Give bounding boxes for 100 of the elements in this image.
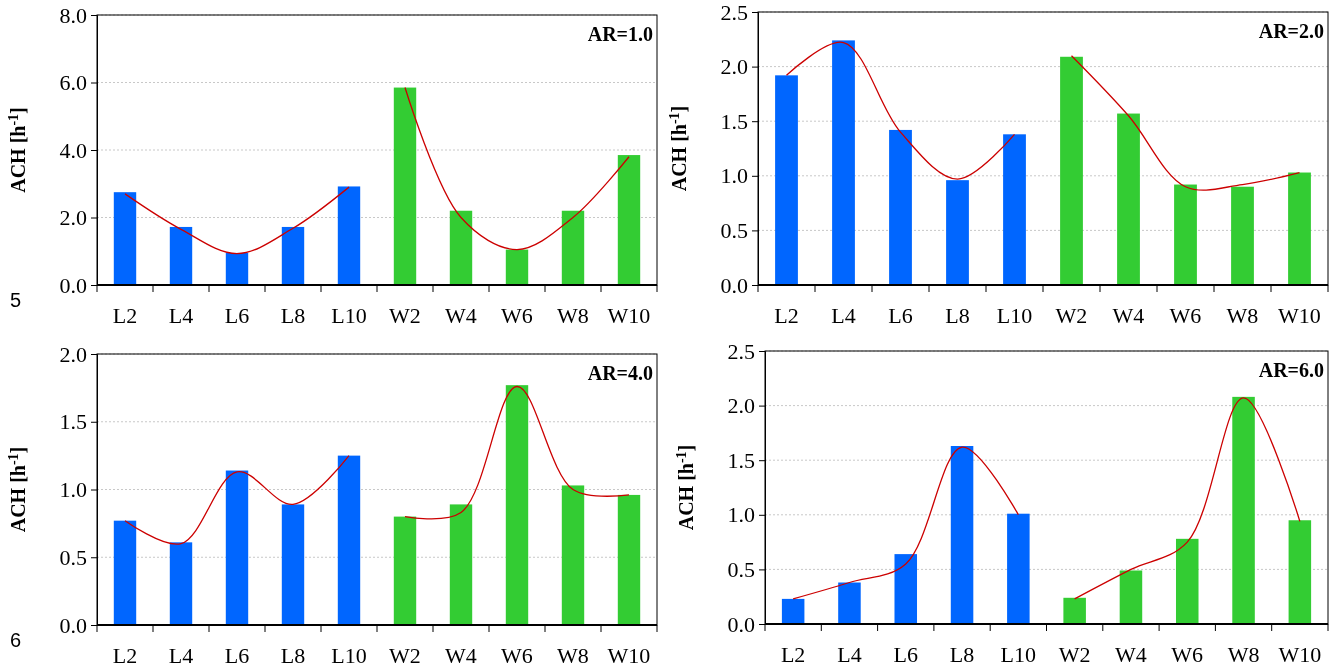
y-tick-label: 1.0: [59, 477, 87, 503]
x-tick-label: W4: [445, 303, 477, 328]
x-tick-label: W2: [1058, 642, 1091, 667]
x-tick-label: L8: [949, 642, 975, 667]
bar: [1231, 186, 1254, 285]
y-tick-label: 2.0: [59, 341, 87, 367]
line-series: [124, 186, 350, 255]
bar: [113, 192, 137, 285]
bar: [1117, 113, 1140, 285]
y-tick-label: 0.0: [59, 612, 87, 638]
bar: [1175, 538, 1199, 624]
bar: [169, 226, 193, 285]
x-tick-label: L10: [996, 303, 1033, 328]
bar: [775, 75, 798, 285]
bar: [505, 249, 529, 285]
line-series: [124, 454, 350, 545]
bar: [225, 470, 249, 625]
y-tick-label: 6.0: [59, 70, 87, 96]
bar: [1003, 134, 1026, 285]
x-tick-label: L6: [893, 642, 918, 667]
x-tick-label: L2: [780, 642, 806, 667]
line-series: [792, 446, 1019, 600]
bar: [832, 40, 855, 285]
bar: [946, 180, 969, 285]
bar: [505, 385, 529, 625]
bar: [337, 455, 361, 625]
text: 6: [10, 629, 22, 651]
y-tick-label: 1.5: [720, 108, 748, 134]
x-tick-label: W4: [1115, 642, 1147, 667]
y-tick-label: 0.5: [727, 556, 755, 582]
x-tick-label: W8: [1227, 642, 1260, 667]
bar: [449, 210, 473, 285]
bar: [1007, 513, 1030, 624]
x-tick-label: L8: [280, 643, 306, 668]
x-tick-label: L10: [331, 303, 367, 328]
x-tick-label: L6: [224, 643, 250, 668]
x-tick-label: W2: [389, 643, 421, 668]
x-tick-label: L2: [112, 643, 138, 668]
x-tick-label: W8: [557, 643, 589, 668]
chart-title: AR=2.0: [1258, 20, 1324, 42]
x-tick-label: W10: [607, 643, 651, 668]
x-tick-label: L4: [168, 643, 194, 668]
x-tick-label: W6: [501, 643, 533, 668]
x-tick-label: L4: [168, 303, 194, 328]
y-tick-label: 0.0: [59, 272, 87, 298]
y-tick-label: 0.0: [720, 272, 748, 298]
x-tick-label: W6: [501, 303, 533, 328]
bar: [449, 504, 473, 625]
bar: [950, 446, 974, 624]
bar: [561, 210, 585, 285]
x-tick-label: L4: [837, 642, 862, 667]
x-tick-label: W10: [1278, 642, 1322, 667]
line-series: [1074, 397, 1301, 600]
y-tick-label: 2.0: [720, 54, 748, 80]
x-tick-label: W2: [389, 303, 421, 328]
bar: [838, 582, 861, 624]
bar: [1174, 184, 1197, 285]
bar: [393, 87, 417, 285]
x-tick-label: L2: [774, 303, 799, 328]
x-tick-label: W8: [1226, 303, 1259, 328]
chart-title: AR=4.0: [587, 362, 653, 384]
x-tick-label: L10: [331, 643, 367, 668]
text: 5: [10, 289, 22, 311]
x-tick-label: W10: [1278, 303, 1321, 328]
bar: [1288, 172, 1311, 285]
y-tick-label: 0.0: [727, 611, 755, 637]
y-tick-label: 1.5: [59, 409, 87, 435]
bar: [281, 226, 305, 285]
y-tick-label: 1.0: [720, 163, 748, 189]
y-tick-label: 1.0: [727, 502, 755, 528]
x-tick-label: W6: [1169, 303, 1202, 328]
y-tick-label: 8.0: [59, 2, 87, 28]
x-tick-label: L2: [112, 303, 138, 328]
bar: [1288, 520, 1312, 624]
bar: [393, 516, 417, 625]
bar: [781, 598, 805, 624]
bar: [1119, 570, 1143, 624]
x-tick-label: L6: [888, 303, 913, 328]
bar: [113, 520, 137, 625]
y-tick-label: 2.0: [727, 393, 755, 419]
chart-title: AR=1.0: [587, 23, 653, 45]
bar: [337, 186, 361, 285]
x-tick-label: W6: [1171, 642, 1204, 667]
bar: [169, 542, 193, 625]
x-tick-label: W4: [445, 643, 477, 668]
line-series: [785, 41, 1016, 180]
x-tick-label: W2: [1055, 303, 1088, 328]
y-tick-label: 0.5: [59, 544, 87, 570]
bar: [889, 129, 912, 285]
y-tick-label: 2.5: [720, 0, 748, 25]
chart-title: AR=6.0: [1258, 359, 1324, 381]
y-tick-label: 0.5: [720, 217, 748, 243]
bar: [1232, 396, 1255, 624]
line-series: [404, 86, 630, 251]
x-tick-label: W8: [557, 303, 589, 328]
x-tick-label: L4: [831, 303, 856, 328]
y-tick-label: 2.5: [727, 338, 755, 364]
bar: [225, 252, 249, 285]
bar: [281, 504, 305, 625]
bar: [1063, 597, 1086, 624]
